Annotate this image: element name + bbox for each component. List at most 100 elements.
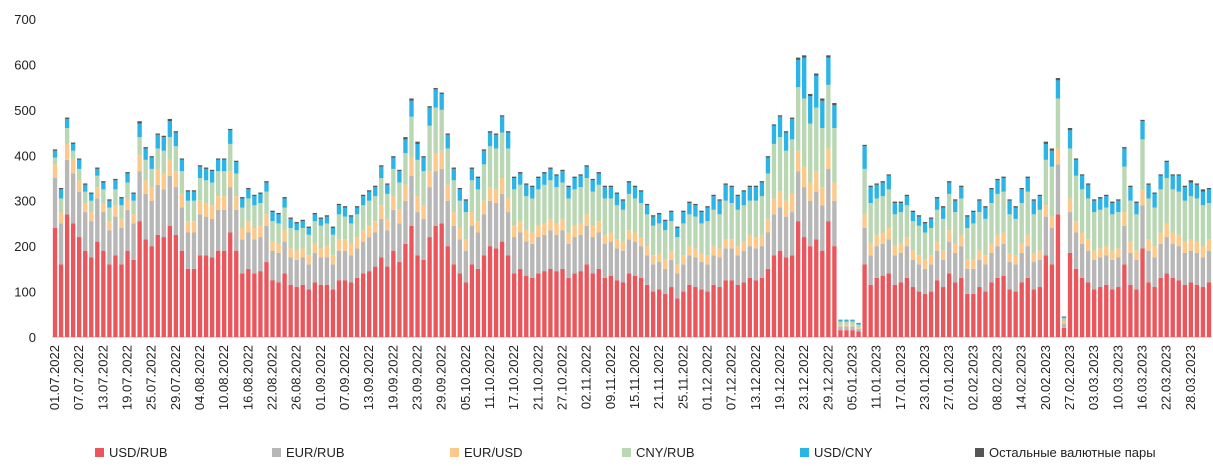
bar-segment [1074, 269, 1078, 337]
bar-segment [814, 239, 818, 337]
bar-segment [621, 201, 625, 210]
bar-segment [367, 201, 371, 226]
bar-segment [1062, 328, 1066, 337]
bar-segment [198, 201, 202, 215]
bar-segment [433, 89, 437, 107]
bar-segment [240, 228, 244, 239]
bar-segment [597, 173, 601, 184]
bar-segment [89, 193, 93, 194]
bar-segment [1134, 260, 1138, 290]
bar-segment [856, 325, 860, 328]
x-tick-label: 05.01.2023 [845, 345, 860, 410]
bar-segment [131, 193, 135, 194]
bar-segment [645, 204, 649, 205]
bar-segment [778, 137, 782, 192]
bar-segment [826, 148, 830, 168]
bar-segment [512, 273, 516, 337]
bar-segment [651, 255, 655, 264]
bar-segment [1086, 239, 1090, 250]
bar-segment [742, 190, 746, 191]
bar-segment [808, 123, 812, 182]
bar-segment [1032, 199, 1036, 200]
bar-segment [107, 221, 111, 230]
bar-segment [192, 233, 196, 269]
bar-segment [983, 255, 987, 264]
bar-segment [234, 210, 238, 251]
bar-segment [234, 161, 238, 162]
bar-segment [246, 188, 250, 189]
bar-segment [1032, 289, 1036, 337]
bar-segment [736, 196, 740, 210]
bar-segment [717, 287, 721, 337]
bar-segment [83, 251, 87, 337]
bar-segment [633, 187, 637, 198]
x-tick-label: 21.10.2022 [530, 345, 545, 410]
bar-segment [947, 273, 951, 337]
bar-segment [276, 214, 280, 223]
bar-segment [59, 223, 63, 264]
bar-segment [1177, 192, 1181, 235]
bar-segment [101, 189, 105, 203]
bar-segment [1026, 235, 1030, 246]
bar-segment [143, 239, 147, 337]
bar-segment [838, 322, 842, 326]
bar-segment [506, 255, 510, 337]
bar-segment [409, 99, 413, 101]
bar-segment [367, 271, 371, 337]
legend-label: USD/CNY [814, 445, 873, 460]
bar-segment [210, 170, 214, 171]
bar-segment [1026, 178, 1030, 192]
bar-segment [1044, 205, 1048, 216]
bar-segment [252, 228, 256, 239]
bar-segment [506, 148, 510, 198]
bar-segment [325, 258, 329, 285]
bar-segment [796, 58, 800, 60]
x-tick-label: 11.01.2023 [869, 345, 884, 409]
bar-segment [337, 239, 341, 250]
bar-segment [1122, 147, 1126, 148]
bar-segment [959, 246, 963, 278]
bar-segment [965, 260, 969, 269]
bar-segment [470, 226, 474, 265]
bar-segment [494, 203, 498, 248]
bar-segment [427, 106, 431, 107]
bar-segment [107, 264, 111, 337]
bar-segment [790, 255, 794, 337]
bar-segment [1122, 212, 1126, 226]
bar-segment [899, 202, 903, 203]
bar-segment [228, 233, 232, 337]
bar-segment [506, 131, 510, 132]
x-tick-label: 01.07.2022 [47, 345, 62, 410]
bar-segment [862, 146, 866, 169]
bar-segment [270, 280, 274, 337]
bar-segment [77, 237, 81, 337]
bar-segment [1007, 214, 1011, 253]
bar-segment [766, 156, 770, 157]
bar-segment [379, 165, 383, 166]
bar-segment [560, 171, 564, 182]
bar-segment [699, 212, 703, 223]
bar-segment [204, 203, 208, 217]
bar-segment [524, 242, 528, 276]
bar-segment [440, 151, 444, 169]
bar-segment [143, 160, 147, 180]
bar-segment [947, 181, 951, 182]
bar-segment [1026, 246, 1030, 278]
bar-segment [71, 160, 75, 174]
bar-segment [603, 187, 607, 198]
bar-segment [736, 246, 740, 255]
bar-segment [119, 219, 123, 228]
bar-segment [1038, 196, 1042, 210]
bar-segment [977, 251, 981, 260]
bar-segment [796, 151, 800, 171]
bar-segment [125, 251, 129, 337]
bar-segment [887, 189, 891, 228]
bar-segment [446, 185, 450, 201]
bar-segment [1207, 188, 1211, 189]
bar-segment [663, 269, 667, 294]
bar-segment [409, 176, 413, 226]
bar-segment [911, 212, 915, 221]
x-tick-label: 04.08.2022 [192, 345, 207, 410]
bar-segment [730, 239, 734, 248]
x-tick-label: 29.09.2022 [434, 345, 449, 410]
